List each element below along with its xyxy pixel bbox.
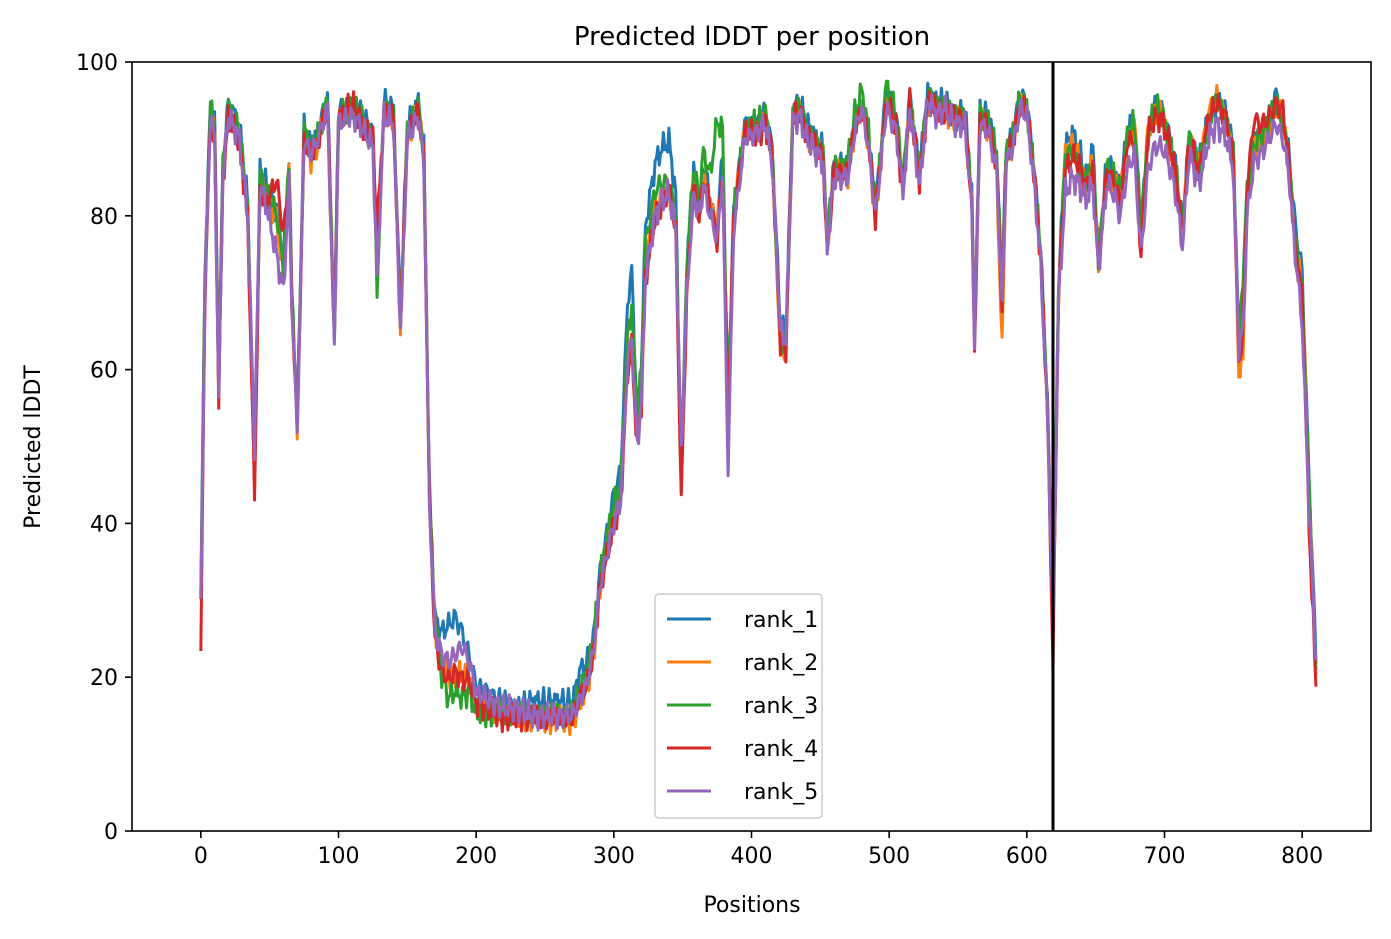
legend-label: rank_3 [744, 694, 818, 719]
y-tick-label: 20 [90, 666, 118, 691]
axes-layer: 0 100 200 300 400 500 600 700 800 0 20 40 60 80 100 [76, 51, 1372, 869]
legend-label: rank_5 [744, 780, 818, 805]
x-tick-label: 400 [731, 844, 773, 869]
x-tick-label: 0 [194, 844, 208, 869]
x-tick-label: 200 [455, 844, 497, 869]
y-tick-label: 40 [90, 512, 118, 537]
legend-box [654, 593, 823, 819]
x-tick-label: 100 [318, 844, 360, 869]
y-axis-label: Predicted lDDT [21, 365, 46, 529]
series-layer [199, 62, 1318, 831]
y-tick-label: 100 [76, 51, 118, 76]
chart-title: Predicted lDDT per position [574, 22, 930, 52]
x-tick-label: 700 [1144, 844, 1186, 869]
x-tick-label: 300 [593, 844, 635, 869]
x-tick-label: 500 [868, 844, 910, 869]
y-tick-label: 0 [104, 820, 118, 845]
legend-label: rank_4 [744, 737, 818, 762]
x-axis-label: Positions [703, 893, 800, 918]
legend: rank_1 rank_2 rank_3 rank_4 rank_5 [654, 593, 823, 819]
legend-label: rank_1 [744, 608, 818, 633]
x-tick-label: 800 [1281, 844, 1323, 869]
y-tick-label: 80 [90, 205, 118, 230]
legend-label: rank_2 [744, 651, 818, 676]
x-tick-label: 600 [1006, 844, 1048, 869]
y-tick-label: 60 [90, 359, 118, 384]
series-line-rank_5 [199, 93, 1318, 732]
